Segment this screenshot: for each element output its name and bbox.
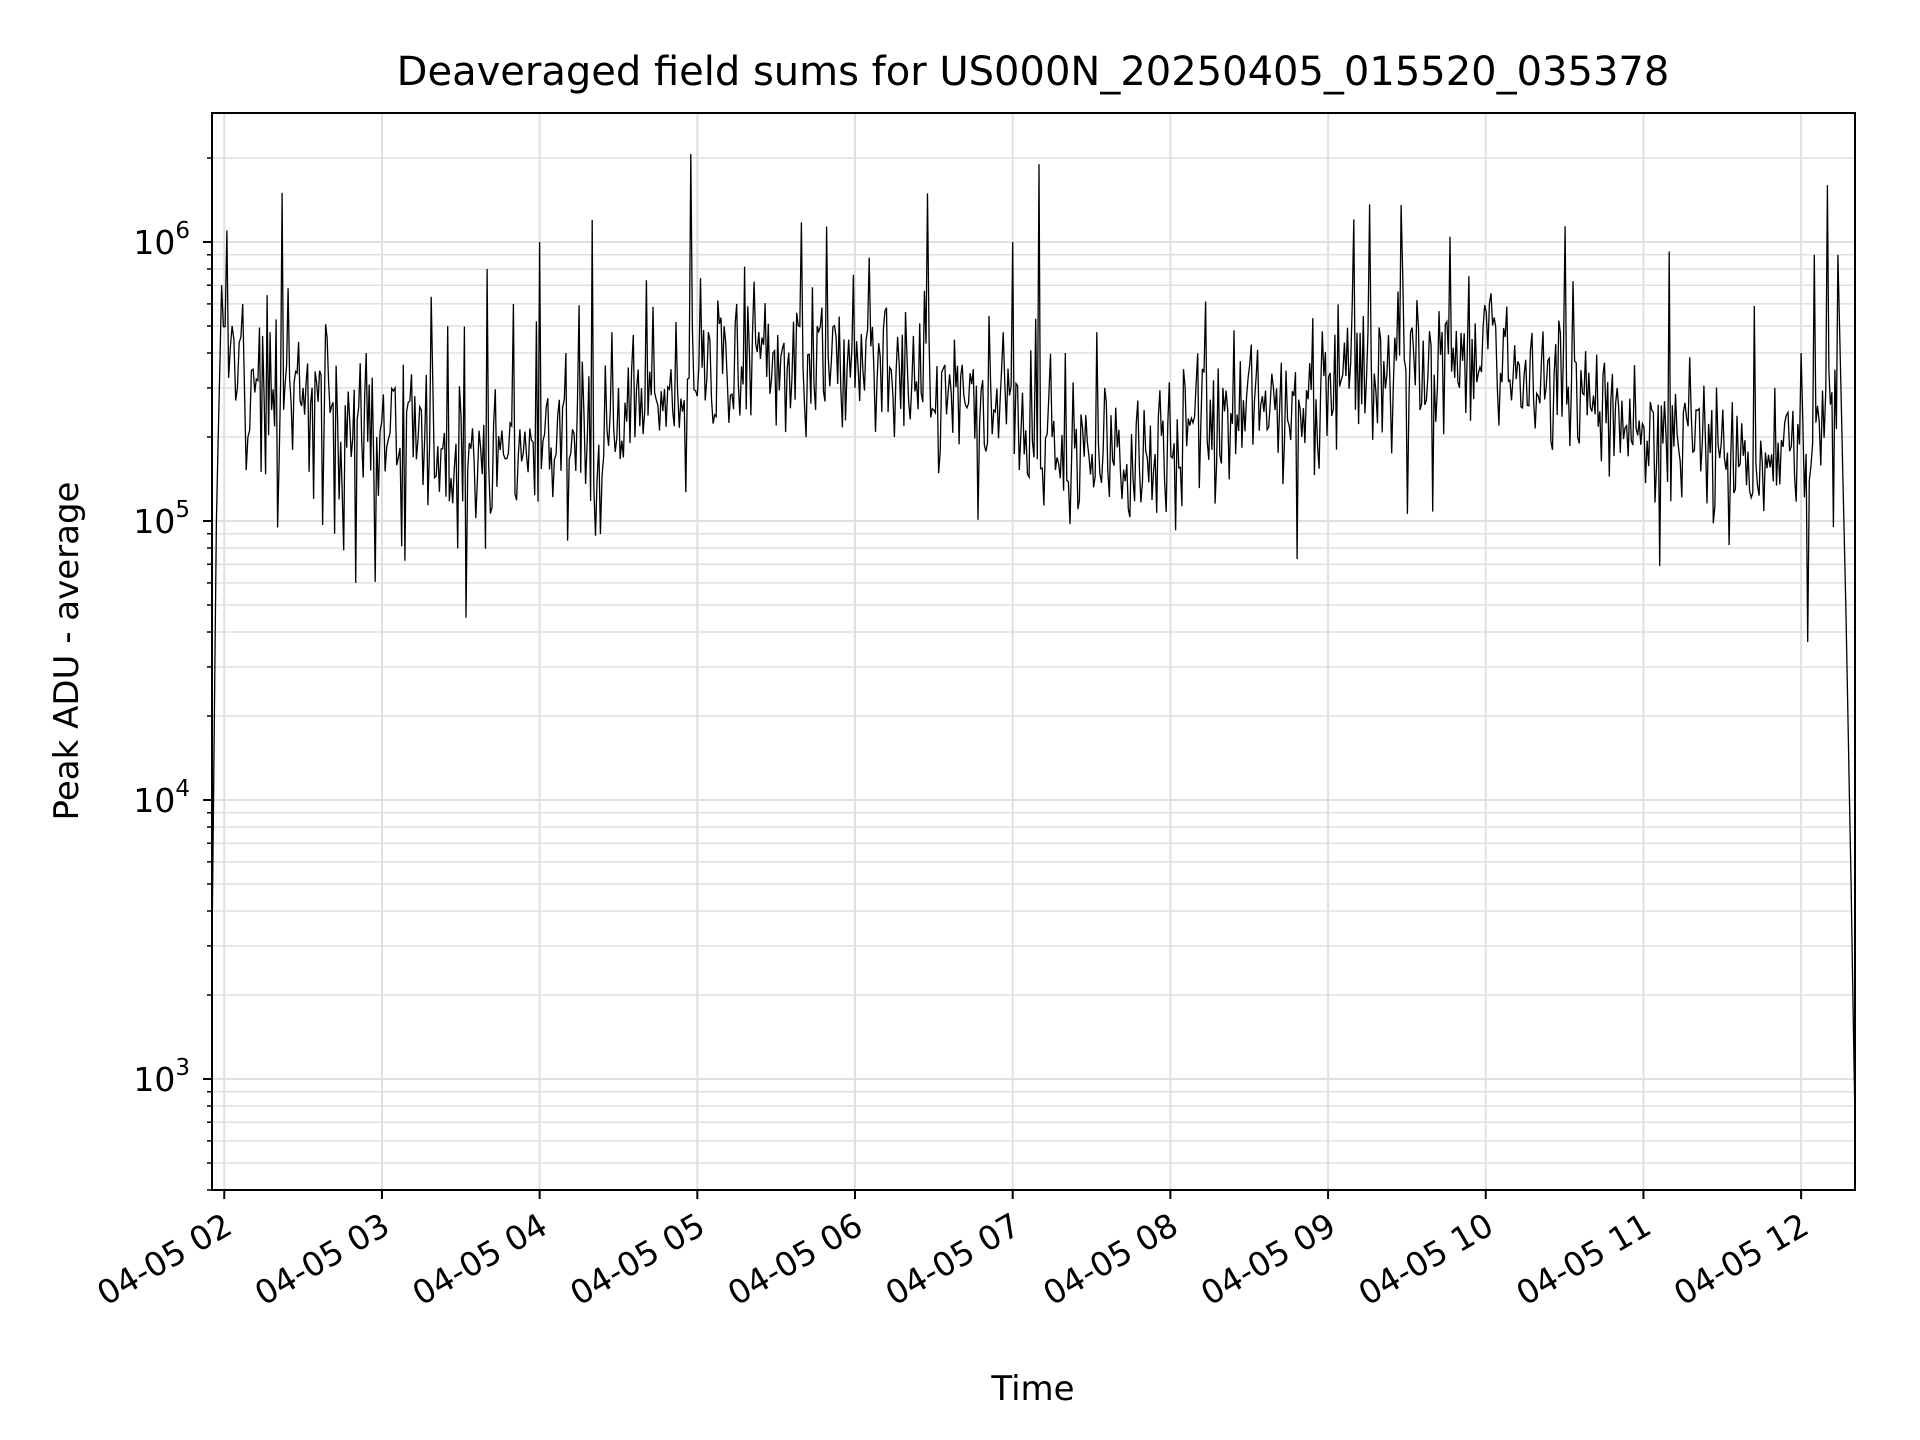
y-tick-label: 105 <box>133 497 190 541</box>
y-tick-label: 103 <box>133 1055 190 1099</box>
chart-title: Deaveraged field sums for US000N_2025040… <box>397 49 1670 95</box>
grid <box>212 113 1855 1191</box>
plot-frame <box>211 112 1856 1191</box>
y-tick-label: 106 <box>133 218 190 262</box>
y-tick-label: 104 <box>133 776 190 820</box>
x-axis-label: Time <box>990 1369 1074 1409</box>
y-axis-label: Peak ADU - average <box>47 482 87 821</box>
series-layer <box>211 153 1856 1123</box>
y-axis: 103 104 105 106 <box>133 157 212 1191</box>
data-line <box>211 153 1856 1123</box>
